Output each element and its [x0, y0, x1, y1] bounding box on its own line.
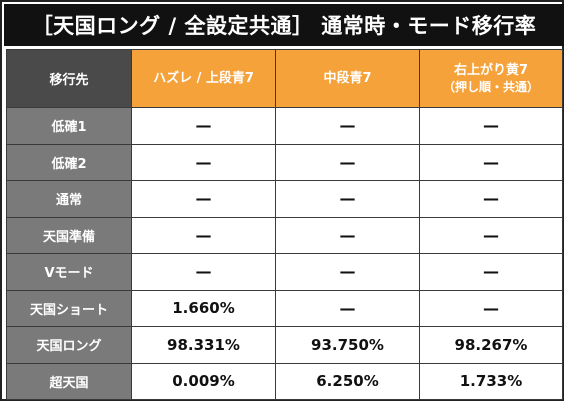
empty-cell: — — [419, 289, 563, 327]
row-header: 通常 — [6, 180, 132, 218]
rate-cell: 98.331% — [131, 326, 276, 364]
table-header-row: 移行先 ハズレ / 上段青7 中段青7 右上がり黄7 （押し順・共通） — [6, 49, 563, 108]
empty-cell: — — [419, 180, 563, 218]
mode-transition-table: 移行先 ハズレ / 上段青7 中段青7 右上がり黄7 （押し順・共通） 低確1—… — [6, 49, 563, 400]
table-row: 天国準備 — — — — [6, 216, 563, 254]
empty-cell: — — [419, 216, 563, 254]
table-row: 天国ショート 1.660% — — — [6, 289, 563, 327]
row-header: 天国ロング — [6, 326, 132, 364]
row-header: 天国ショート — [6, 289, 132, 327]
rate-cell: 1.660% — [131, 289, 276, 327]
empty-cell: — — [131, 143, 276, 181]
rate-cell: 0.009% — [131, 362, 276, 400]
row-header: Vモード — [6, 253, 132, 291]
empty-cell: — — [131, 253, 276, 291]
empty-cell: — — [131, 216, 276, 254]
column-header-sublabel: （押し順・共通） — [442, 80, 539, 95]
row-header: 低確1 — [6, 107, 132, 145]
rate-cell: 6.250% — [275, 362, 420, 400]
row-header: 超天国 — [6, 362, 132, 400]
empty-cell: — — [275, 107, 420, 145]
rate-cell: 1.733% — [419, 362, 563, 400]
column-header-rising-yellow7: 右上がり黄7 （押し順・共通） — [419, 49, 563, 108]
table-row: 超天国 0.009% 6.250% 1.733% — [6, 362, 563, 400]
table-row: 低確2— — — — [6, 143, 563, 181]
column-header-label: 右上がり黄7 — [453, 62, 529, 78]
empty-cell: — — [419, 253, 563, 291]
rate-cell: 98.267% — [419, 326, 563, 364]
empty-cell: — — [275, 143, 420, 181]
table-row: 通常 — — — — [6, 180, 563, 218]
empty-cell: — — [131, 180, 276, 218]
table-row: 低確1— — — — [6, 107, 563, 145]
empty-cell: — — [419, 107, 563, 145]
empty-cell: — — [275, 180, 420, 218]
rate-cell: 93.750% — [275, 326, 420, 364]
empty-cell: — — [131, 107, 276, 145]
column-header-hazure: ハズレ / 上段青7 — [131, 49, 276, 108]
column-header-label: 中段青7 — [323, 70, 372, 86]
empty-cell: — — [275, 216, 420, 254]
row-header: 天国準備 — [6, 216, 132, 254]
column-header-middle-blue7: 中段青7 — [275, 49, 420, 108]
empty-cell: — — [275, 253, 420, 291]
row-header: 低確2 — [6, 143, 132, 181]
corner-header: 移行先 — [6, 49, 132, 108]
table-row: Vモード — — — — [6, 253, 563, 291]
table-row: 天国ロング 98.331% 93.750% 98.267% — [6, 326, 563, 364]
column-header-label: ハズレ / 上段青7 — [153, 70, 254, 86]
page-title: ［天国ロング / 全設定共通］ 通常時・モード移行率 — [4, 4, 564, 46]
empty-cell: — — [419, 143, 563, 181]
empty-cell: — — [275, 289, 420, 327]
